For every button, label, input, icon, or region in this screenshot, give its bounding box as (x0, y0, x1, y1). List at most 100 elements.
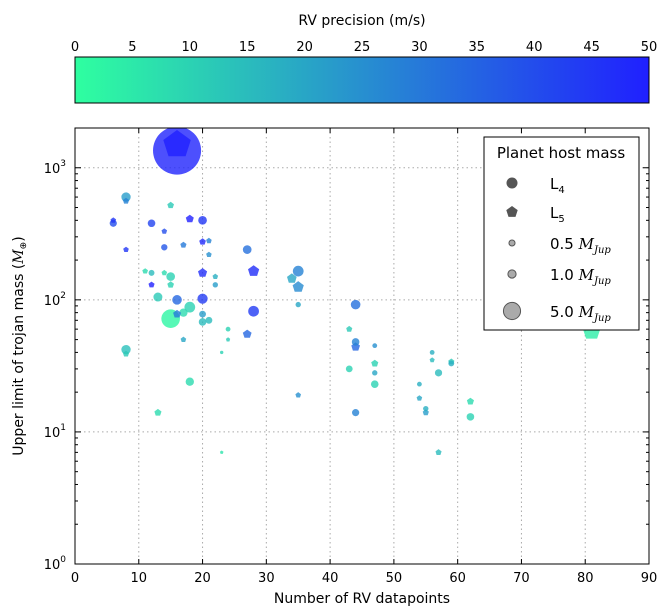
data-point-l5 (163, 130, 191, 157)
colorbar-tick-label: 0 (71, 40, 79, 55)
x-tick-label: 90 (641, 571, 658, 586)
data-point-l4 (423, 405, 429, 412)
data-point-l4 (161, 244, 168, 251)
colorbar (74, 56, 650, 104)
legend-title: Planet host mass (497, 144, 626, 162)
data-point-l4 (148, 269, 155, 276)
data-point-l5 (212, 273, 219, 279)
x-tick-label: 20 (194, 571, 211, 586)
x-tick-label: 80 (577, 571, 594, 586)
x-tick-label: 0 (71, 571, 79, 586)
colorbar-tick-label: 35 (469, 40, 486, 55)
legend-label: 0.5 MJup (550, 235, 611, 256)
colorbar-tick-label: 20 (296, 40, 313, 55)
y-tick-label: 100 (44, 555, 67, 573)
x-tick-label: 70 (513, 571, 530, 586)
legend-label: L4 (550, 175, 565, 196)
data-point-l5 (219, 450, 224, 454)
data-point-l5 (180, 241, 187, 248)
y-tick-label: 103 (44, 159, 66, 177)
x-tick-label: 60 (449, 571, 466, 586)
data-point-l4 (292, 265, 304, 277)
data-point-l5 (180, 336, 187, 342)
data-point-l5 (435, 449, 442, 455)
data-point-l5 (346, 325, 353, 332)
x-tick-label: 50 (386, 571, 403, 586)
x-tick-label: 40 (322, 571, 339, 586)
data-point-l5 (154, 408, 162, 416)
colorbar-tick-label: 40 (526, 40, 543, 55)
data-point-l4 (121, 344, 131, 355)
data-point-l5 (110, 217, 117, 223)
data-point-l4 (212, 282, 218, 288)
colorbar-tick-label: 10 (182, 40, 199, 55)
data-point-l5 (122, 197, 130, 204)
data-point-l4 (352, 409, 360, 417)
data-point-l5 (198, 268, 208, 277)
data-point-l5 (167, 281, 174, 288)
data-point-l4 (466, 413, 475, 421)
colorbar-tick-label: 15 (239, 40, 256, 55)
data-point-l4 (219, 350, 224, 355)
legend-label: L5 (550, 204, 565, 225)
colorbar-tick-label: 25 (354, 40, 371, 55)
x-tick-label: 30 (258, 571, 275, 586)
data-point-l5 (416, 395, 423, 401)
data-point-l4 (248, 305, 259, 317)
data-point-l4 (166, 272, 175, 281)
x-axis-label: Number of RV datapoints (274, 591, 450, 607)
data-point-l5 (199, 238, 206, 245)
data-point-l4 (345, 365, 353, 373)
data-point-l5 (295, 392, 301, 398)
data-point-l5 (185, 214, 194, 223)
colorbar-tick-label: 45 (583, 40, 600, 55)
legend-marker-size (507, 269, 517, 279)
data-point-l4 (185, 377, 194, 386)
data-point-l4 (197, 293, 208, 304)
data-point-l5 (148, 281, 155, 288)
data-point-l5 (161, 228, 168, 234)
data-point-l4 (225, 326, 231, 332)
y-tick-label: 101 (44, 423, 66, 441)
data-point-l4 (372, 343, 378, 349)
data-point-l4 (372, 370, 378, 376)
colorbar-tick-label: 50 (641, 40, 658, 55)
data-point-l5 (248, 265, 260, 276)
data-point-l5 (466, 397, 474, 405)
data-point-l4 (295, 301, 301, 308)
y-axis-label: Upper limit of trojan mass (M⊕) (11, 236, 29, 455)
data-point-l4 (448, 360, 455, 367)
data-point-l4 (416, 381, 422, 387)
data-point-l4 (242, 245, 252, 254)
data-point-l5 (292, 281, 304, 292)
legend-marker-pentagon (506, 206, 518, 217)
data-point-l5 (242, 329, 252, 338)
data-point-l5 (173, 309, 181, 318)
plot-frame (74, 127, 650, 565)
legend-label: 5.0 MJup (550, 303, 611, 324)
legend-label: 1.0 MJup (550, 266, 611, 287)
colorbar-tick-label: 5 (128, 40, 136, 55)
data-point-l4 (199, 310, 206, 318)
data-point-l4 (153, 292, 163, 302)
colorbar-tick-label: 30 (411, 40, 428, 55)
legend-marker-circle (506, 177, 518, 189)
y-tick-label: 102 (44, 291, 66, 309)
x-tick-label: 10 (131, 571, 148, 586)
colorbar-label: RV precision (m/s) (298, 13, 425, 29)
data-point-l4 (351, 338, 360, 346)
legend-marker-size (508, 239, 516, 247)
data-point-l4 (147, 219, 156, 228)
legend-marker-size (502, 301, 522, 321)
data-points (109, 128, 601, 455)
data-point-l4 (198, 215, 207, 225)
data-point-l5 (225, 337, 231, 342)
data-point-l5 (142, 268, 148, 274)
data-point-l4 (434, 369, 443, 377)
data-point-l5 (123, 246, 129, 252)
data-point-l5 (371, 359, 379, 367)
data-point-l4 (205, 316, 213, 324)
data-point-l5 (287, 273, 297, 283)
data-point-l5 (206, 251, 212, 257)
